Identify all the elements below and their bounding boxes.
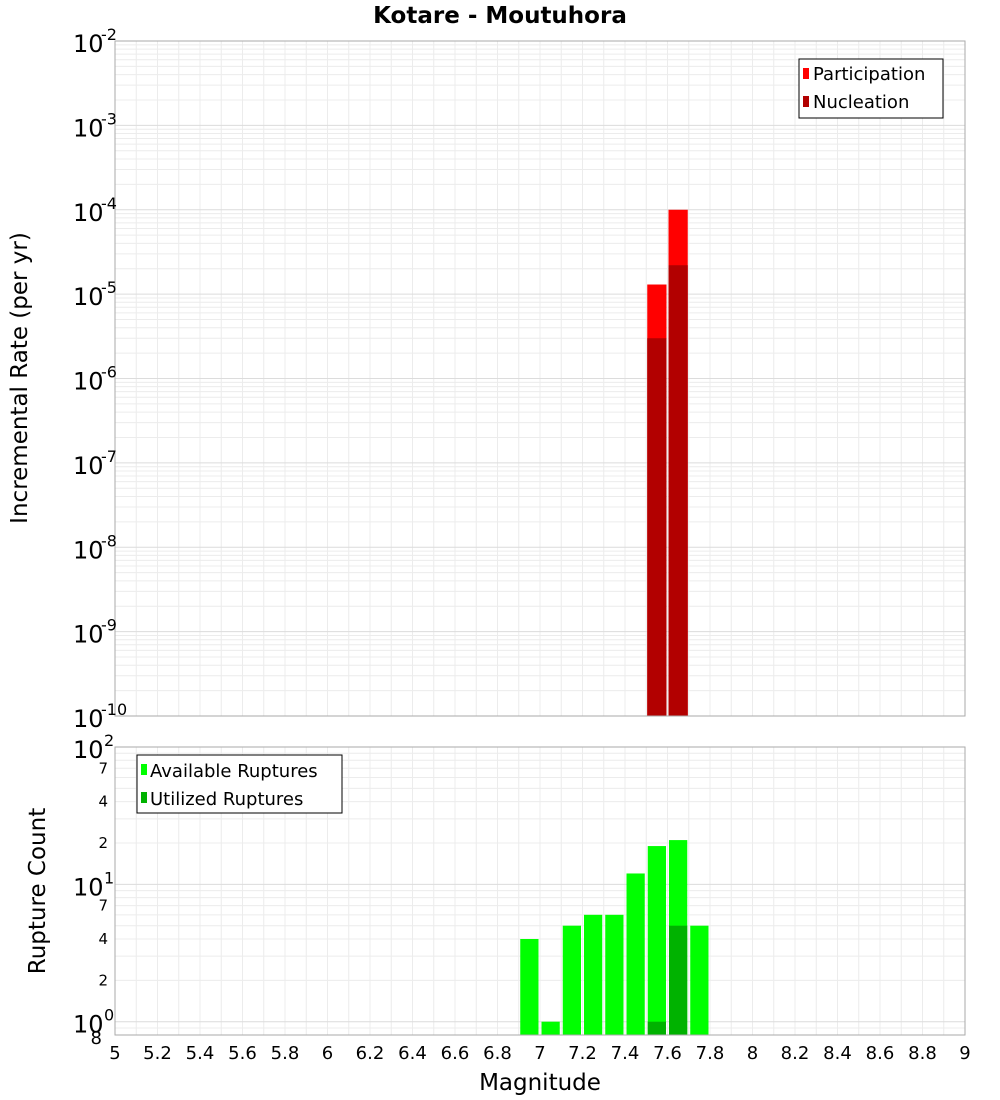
y-tick-label: 10: [73, 283, 104, 311]
y-tick-exponent: 0: [104, 1006, 114, 1025]
y-tick-label: 10: [73, 621, 104, 649]
y-minor-tick-label: 2: [98, 971, 108, 989]
utilized-ruptures-bar: [647, 1021, 666, 1035]
participation-legend-swatch: [803, 68, 809, 79]
x-tick-label: 8.8: [908, 1043, 937, 1064]
available-ruptures-bar: [520, 939, 539, 1035]
x-tick-label: 7.6: [653, 1043, 682, 1064]
x-tick-label: 6.4: [398, 1043, 427, 1064]
x-tick-label: 6: [322, 1043, 333, 1064]
y-tick-exponent: -5: [101, 278, 117, 297]
y-tick-label: 10: [73, 30, 104, 58]
x-axis-label: Magnitude: [479, 1070, 601, 1096]
y-minor-tick-label: 2: [98, 834, 108, 852]
participation-legend-label: Participation: [813, 64, 925, 85]
available-ruptures-bar: [605, 914, 624, 1035]
available-ruptures-bar: [562, 925, 581, 1035]
y-tick-exponent: 2: [104, 731, 114, 750]
y-tick-exponent: -2: [101, 25, 117, 44]
y-tick-label: 10: [73, 452, 104, 480]
nucleation-legend-label: Nucleation: [813, 92, 909, 113]
x-tick-label: 7: [534, 1043, 545, 1064]
rate-y-axis-label: Incremental Rate (per yr): [7, 232, 33, 524]
x-tick-label: 5.4: [186, 1043, 215, 1064]
y-tick-label: 10: [73, 536, 104, 564]
count-legend-box: [136, 754, 343, 814]
y-tick-label: 10: [73, 199, 104, 227]
y-tick-exponent: -3: [101, 109, 117, 128]
y-tick-exponent: -10: [101, 700, 127, 719]
y-tick-exponent: -6: [101, 363, 117, 382]
x-tick-label: 5.2: [143, 1043, 172, 1064]
y-tick-label: 10: [73, 1011, 104, 1039]
rate-legend: Participation Nucleation: [798, 58, 944, 119]
x-tick-label: 7.4: [611, 1043, 640, 1064]
x-tick-label: 7.8: [696, 1043, 725, 1064]
y-minor-tick-label: 7: [98, 897, 108, 915]
x-tick-label: 9: [959, 1043, 970, 1064]
count-legend: Available Ruptures Utilized Ruptures: [136, 754, 343, 814]
y-tick-exponent: -9: [101, 616, 117, 635]
available-ruptures-bar: [647, 846, 666, 1035]
y-tick-exponent: -8: [101, 531, 117, 550]
y-minor-tick-label: 4: [98, 930, 108, 948]
x-tick-label: 8.2: [781, 1043, 810, 1064]
x-tick-labels: 5 5.2 5.4 5.6 5.8 6 6.2 6.4 6.6 6.8 7 7.2 7.4 7.6 7.8 8…: [109, 1043, 970, 1064]
count-y-axis-label: Rupture Count: [25, 808, 51, 974]
y-tick-exponent: -4: [101, 194, 117, 213]
chart-title: Kotare - Moutuhora: [373, 3, 627, 29]
y-tick-exponent: -7: [101, 447, 117, 466]
rate-plot-border: [114, 40, 966, 717]
utilized-ruptures-legend-swatch: [141, 792, 147, 803]
x-tick-label: 5.8: [271, 1043, 300, 1064]
nucleation-bar: [647, 338, 667, 716]
x-tick-label: 8.4: [823, 1043, 852, 1064]
rate-gridlines: [114, 40, 966, 717]
y-tick-label: 10: [73, 705, 104, 733]
x-tick-label: 8: [747, 1043, 758, 1064]
x-tick-label: 5: [109, 1043, 120, 1064]
count-plot-border: [114, 746, 966, 1036]
available-ruptures-legend-label: Available Ruptures: [150, 761, 318, 782]
x-tick-label: 5.6: [228, 1043, 257, 1064]
nucleation-bar: [668, 265, 688, 716]
y-minor-tick-label: 8: [91, 1028, 102, 1049]
x-tick-label: 7.2: [568, 1043, 597, 1064]
y-minor-tick-label: 7: [98, 759, 108, 777]
y-tick-label: 10: [73, 736, 104, 764]
y-tick-label: 10: [73, 114, 104, 142]
utilized-ruptures-legend-label: Utilized Ruptures: [150, 789, 303, 810]
rate-bars: [647, 209, 688, 716]
x-tick-label: 8.6: [866, 1043, 895, 1064]
available-ruptures-bar: [690, 925, 709, 1035]
available-ruptures-bar: [584, 914, 603, 1035]
y-tick-label: 10: [73, 368, 104, 396]
count-bars: [520, 840, 709, 1035]
available-ruptures-legend-swatch: [141, 764, 147, 775]
available-ruptures-bar: [626, 873, 645, 1035]
x-tick-label: 6.8: [483, 1043, 512, 1064]
x-tick-label: 6.6: [441, 1043, 470, 1064]
y-tick-exponent: 1: [104, 868, 114, 887]
rate-legend-box: [798, 58, 944, 119]
nucleation-legend-swatch: [803, 96, 809, 107]
y-minor-tick-label: 4: [98, 793, 108, 811]
utilized-ruptures-bar: [669, 925, 688, 1035]
y-tick-label: 10: [73, 873, 104, 901]
x-tick-label: 6.2: [356, 1043, 385, 1064]
available-ruptures-bar: [541, 1021, 560, 1035]
